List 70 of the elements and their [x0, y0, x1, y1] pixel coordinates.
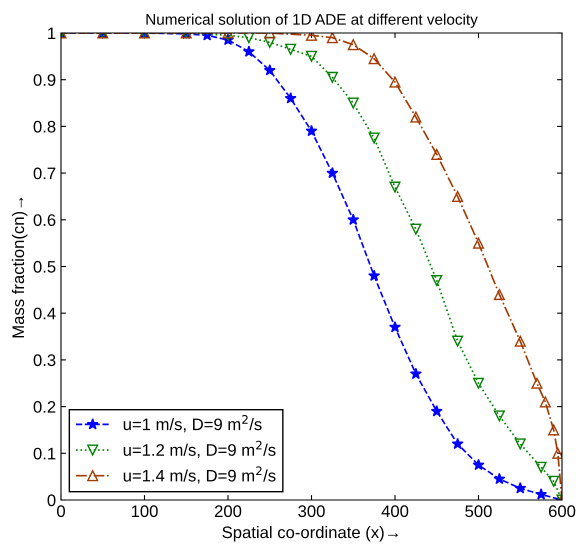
point — [326, 33, 338, 44]
y-tick-label: 0.2 — [34, 401, 56, 413]
point — [242, 45, 255, 57]
point — [514, 482, 526, 494]
x-tick-label: 300 — [298, 505, 325, 518]
point — [452, 438, 464, 450]
point — [431, 274, 442, 286]
point — [389, 76, 401, 88]
y-tick-label: 0.3 — [34, 354, 56, 366]
x-tick-label: 500 — [465, 505, 492, 518]
point — [514, 336, 526, 347]
y-tick-label: 0.4 — [34, 308, 56, 320]
x-tick-label: 0 — [57, 505, 65, 518]
point — [540, 396, 551, 408]
y-tick-label: 0.9 — [34, 74, 56, 86]
point — [368, 132, 380, 144]
point — [410, 112, 422, 123]
x-axis-title: Spatial co-ordinate (x)→ — [222, 526, 398, 542]
y-tick-label: 0.8 — [34, 120, 56, 133]
line-series — [61, 33, 562, 500]
y-tick-label: 0.1 — [34, 448, 56, 460]
y-axis-title: Mass fraction(cn)→ — [12, 198, 28, 338]
point — [493, 472, 506, 484]
point — [494, 288, 505, 300]
point — [306, 50, 318, 62]
point — [348, 39, 359, 50]
point — [452, 336, 464, 347]
y-tick-label: 0.5 — [34, 260, 56, 273]
point — [430, 405, 443, 416]
point — [548, 476, 560, 487]
y-tick-label: 0.7 — [34, 168, 56, 180]
point — [535, 488, 548, 500]
chart-title: Numerical solution of 1D ADE at different velocity — [146, 14, 478, 28]
point — [452, 190, 464, 202]
point — [284, 92, 297, 104]
point — [431, 148, 442, 160]
point — [548, 424, 560, 436]
point — [348, 97, 359, 109]
point — [536, 462, 547, 473]
point — [514, 438, 526, 450]
point — [472, 378, 484, 389]
point — [285, 44, 296, 55]
point — [494, 410, 505, 422]
x-tick-label: 100 — [132, 505, 158, 518]
legend-label: u=1.2 m/s, D=9 m$^{2}$/s — [124, 440, 276, 458]
point — [410, 224, 422, 235]
point — [306, 124, 318, 136]
point — [389, 182, 401, 193]
x-tick-label: 400 — [381, 505, 408, 518]
point — [368, 53, 380, 64]
point — [472, 458, 484, 470]
point — [326, 72, 338, 83]
point — [410, 368, 422, 380]
point — [389, 320, 401, 332]
y-tick-label: 1 — [48, 28, 56, 40]
legend-label: u=1 m/s, D=9 m$^{2}$/s — [124, 415, 262, 432]
point — [243, 33, 254, 44]
point — [326, 166, 338, 178]
point — [552, 448, 562, 459]
point — [472, 238, 484, 249]
point — [264, 64, 276, 76]
point — [368, 270, 380, 282]
point — [531, 378, 543, 389]
y-tick-label: 0.6 — [34, 214, 56, 226]
x-tick-label: 200 — [214, 505, 242, 518]
x-tick-label: 600 — [548, 505, 576, 518]
y-tick-label: 0 — [48, 494, 56, 506]
point — [347, 214, 360, 225]
point — [264, 36, 276, 48]
legend-label: u=1.4 m/s, D=9 m$^{2}$/s — [124, 466, 276, 484]
